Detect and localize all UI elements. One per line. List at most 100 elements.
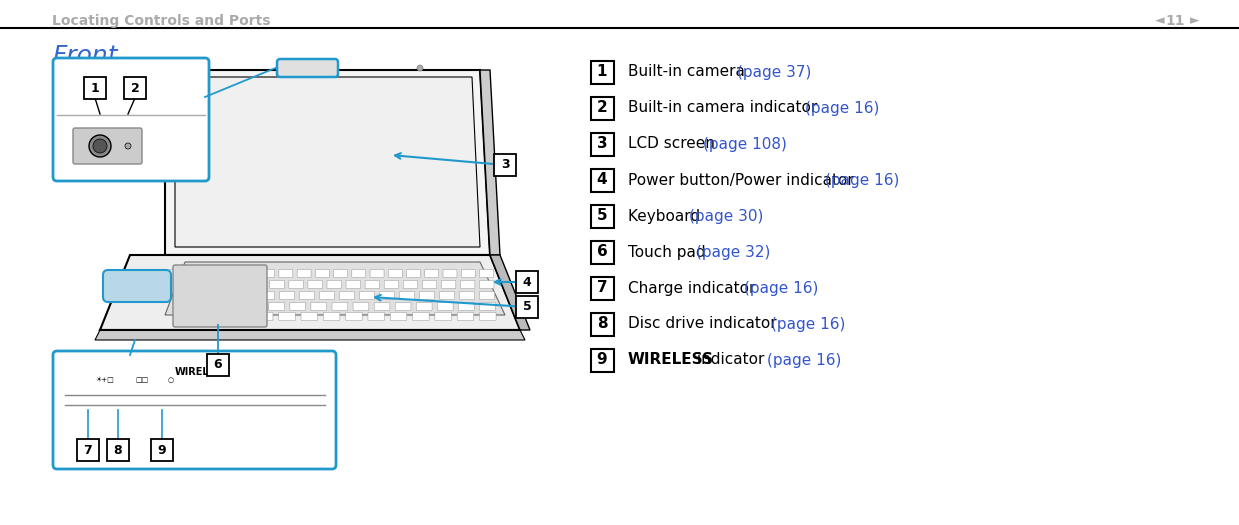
- FancyBboxPatch shape: [479, 269, 493, 278]
- FancyBboxPatch shape: [53, 58, 209, 181]
- Text: (page 16): (page 16): [805, 100, 880, 116]
- Text: 1: 1: [597, 65, 607, 79]
- Text: 7: 7: [597, 280, 607, 296]
- Text: 9: 9: [157, 444, 166, 457]
- FancyBboxPatch shape: [406, 269, 420, 278]
- FancyBboxPatch shape: [346, 280, 361, 289]
- FancyBboxPatch shape: [413, 312, 429, 320]
- FancyBboxPatch shape: [591, 312, 613, 335]
- FancyBboxPatch shape: [289, 280, 304, 289]
- FancyBboxPatch shape: [591, 60, 613, 83]
- Circle shape: [125, 143, 131, 149]
- FancyBboxPatch shape: [339, 291, 354, 299]
- FancyBboxPatch shape: [494, 154, 515, 176]
- FancyBboxPatch shape: [207, 354, 229, 376]
- FancyBboxPatch shape: [73, 128, 142, 164]
- FancyBboxPatch shape: [591, 277, 613, 299]
- FancyBboxPatch shape: [591, 240, 613, 264]
- Text: 2: 2: [130, 81, 139, 94]
- Text: 6: 6: [597, 245, 607, 259]
- FancyBboxPatch shape: [260, 269, 275, 278]
- FancyBboxPatch shape: [224, 269, 238, 278]
- Text: (page 32): (page 32): [696, 245, 771, 259]
- FancyBboxPatch shape: [300, 291, 315, 299]
- FancyBboxPatch shape: [279, 312, 295, 320]
- Text: (page 16): (page 16): [767, 352, 841, 368]
- FancyBboxPatch shape: [359, 291, 374, 299]
- FancyBboxPatch shape: [353, 302, 369, 310]
- FancyBboxPatch shape: [77, 439, 99, 461]
- Circle shape: [89, 135, 112, 157]
- FancyBboxPatch shape: [384, 280, 399, 289]
- FancyBboxPatch shape: [591, 169, 613, 192]
- FancyBboxPatch shape: [422, 280, 437, 289]
- FancyBboxPatch shape: [395, 302, 411, 310]
- Text: indicator: indicator: [693, 352, 769, 368]
- FancyBboxPatch shape: [212, 312, 228, 320]
- FancyBboxPatch shape: [323, 312, 339, 320]
- Circle shape: [418, 65, 422, 71]
- FancyBboxPatch shape: [190, 312, 206, 320]
- FancyBboxPatch shape: [403, 280, 418, 289]
- FancyBboxPatch shape: [206, 269, 219, 278]
- Polygon shape: [175, 77, 479, 247]
- FancyBboxPatch shape: [243, 269, 256, 278]
- Text: ○: ○: [169, 377, 175, 383]
- Text: WIRELESS: WIRELESS: [175, 367, 230, 377]
- FancyBboxPatch shape: [84, 77, 107, 99]
- FancyBboxPatch shape: [435, 312, 451, 320]
- FancyBboxPatch shape: [316, 269, 330, 278]
- FancyBboxPatch shape: [461, 280, 475, 289]
- FancyBboxPatch shape: [333, 269, 347, 278]
- FancyBboxPatch shape: [188, 269, 202, 278]
- FancyBboxPatch shape: [269, 302, 285, 310]
- FancyBboxPatch shape: [270, 280, 284, 289]
- Polygon shape: [479, 70, 501, 255]
- FancyBboxPatch shape: [366, 280, 379, 289]
- Text: □□: □□: [135, 377, 149, 383]
- FancyBboxPatch shape: [185, 302, 201, 310]
- FancyBboxPatch shape: [107, 439, 129, 461]
- FancyBboxPatch shape: [103, 270, 171, 302]
- FancyBboxPatch shape: [437, 302, 453, 310]
- Text: 5: 5: [523, 300, 532, 313]
- FancyBboxPatch shape: [301, 312, 317, 320]
- Text: (page 30): (page 30): [689, 208, 763, 224]
- FancyBboxPatch shape: [279, 269, 292, 278]
- FancyBboxPatch shape: [591, 205, 613, 227]
- FancyBboxPatch shape: [280, 291, 295, 299]
- FancyBboxPatch shape: [352, 269, 366, 278]
- Text: 8: 8: [114, 444, 123, 457]
- FancyBboxPatch shape: [151, 439, 173, 461]
- Text: (page 108): (page 108): [703, 136, 787, 152]
- Text: WIRELESS: WIRELESS: [628, 352, 714, 368]
- Circle shape: [93, 139, 107, 153]
- FancyBboxPatch shape: [320, 291, 335, 299]
- FancyBboxPatch shape: [290, 302, 306, 310]
- Text: ◄: ◄: [1155, 14, 1165, 27]
- FancyBboxPatch shape: [53, 351, 336, 469]
- FancyBboxPatch shape: [173, 265, 266, 327]
- FancyBboxPatch shape: [374, 302, 390, 310]
- FancyBboxPatch shape: [425, 269, 439, 278]
- FancyBboxPatch shape: [124, 77, 146, 99]
- Text: Locating Controls and Ports: Locating Controls and Ports: [52, 14, 270, 28]
- FancyBboxPatch shape: [388, 269, 403, 278]
- FancyBboxPatch shape: [440, 291, 455, 299]
- FancyBboxPatch shape: [311, 302, 327, 310]
- FancyBboxPatch shape: [368, 312, 384, 320]
- FancyBboxPatch shape: [199, 291, 214, 299]
- Text: 2: 2: [597, 100, 607, 116]
- FancyBboxPatch shape: [327, 280, 342, 289]
- Text: (page 37): (page 37): [737, 65, 812, 79]
- FancyBboxPatch shape: [591, 349, 613, 372]
- Polygon shape: [165, 262, 506, 315]
- Text: Built-in camera: Built-in camera: [628, 65, 750, 79]
- FancyBboxPatch shape: [234, 312, 250, 320]
- FancyBboxPatch shape: [479, 291, 494, 299]
- Text: ☀+□: ☀+□: [95, 377, 114, 383]
- FancyBboxPatch shape: [441, 280, 456, 289]
- FancyBboxPatch shape: [180, 291, 195, 299]
- Text: 7: 7: [83, 444, 93, 457]
- Text: Disc drive indicator: Disc drive indicator: [628, 317, 782, 331]
